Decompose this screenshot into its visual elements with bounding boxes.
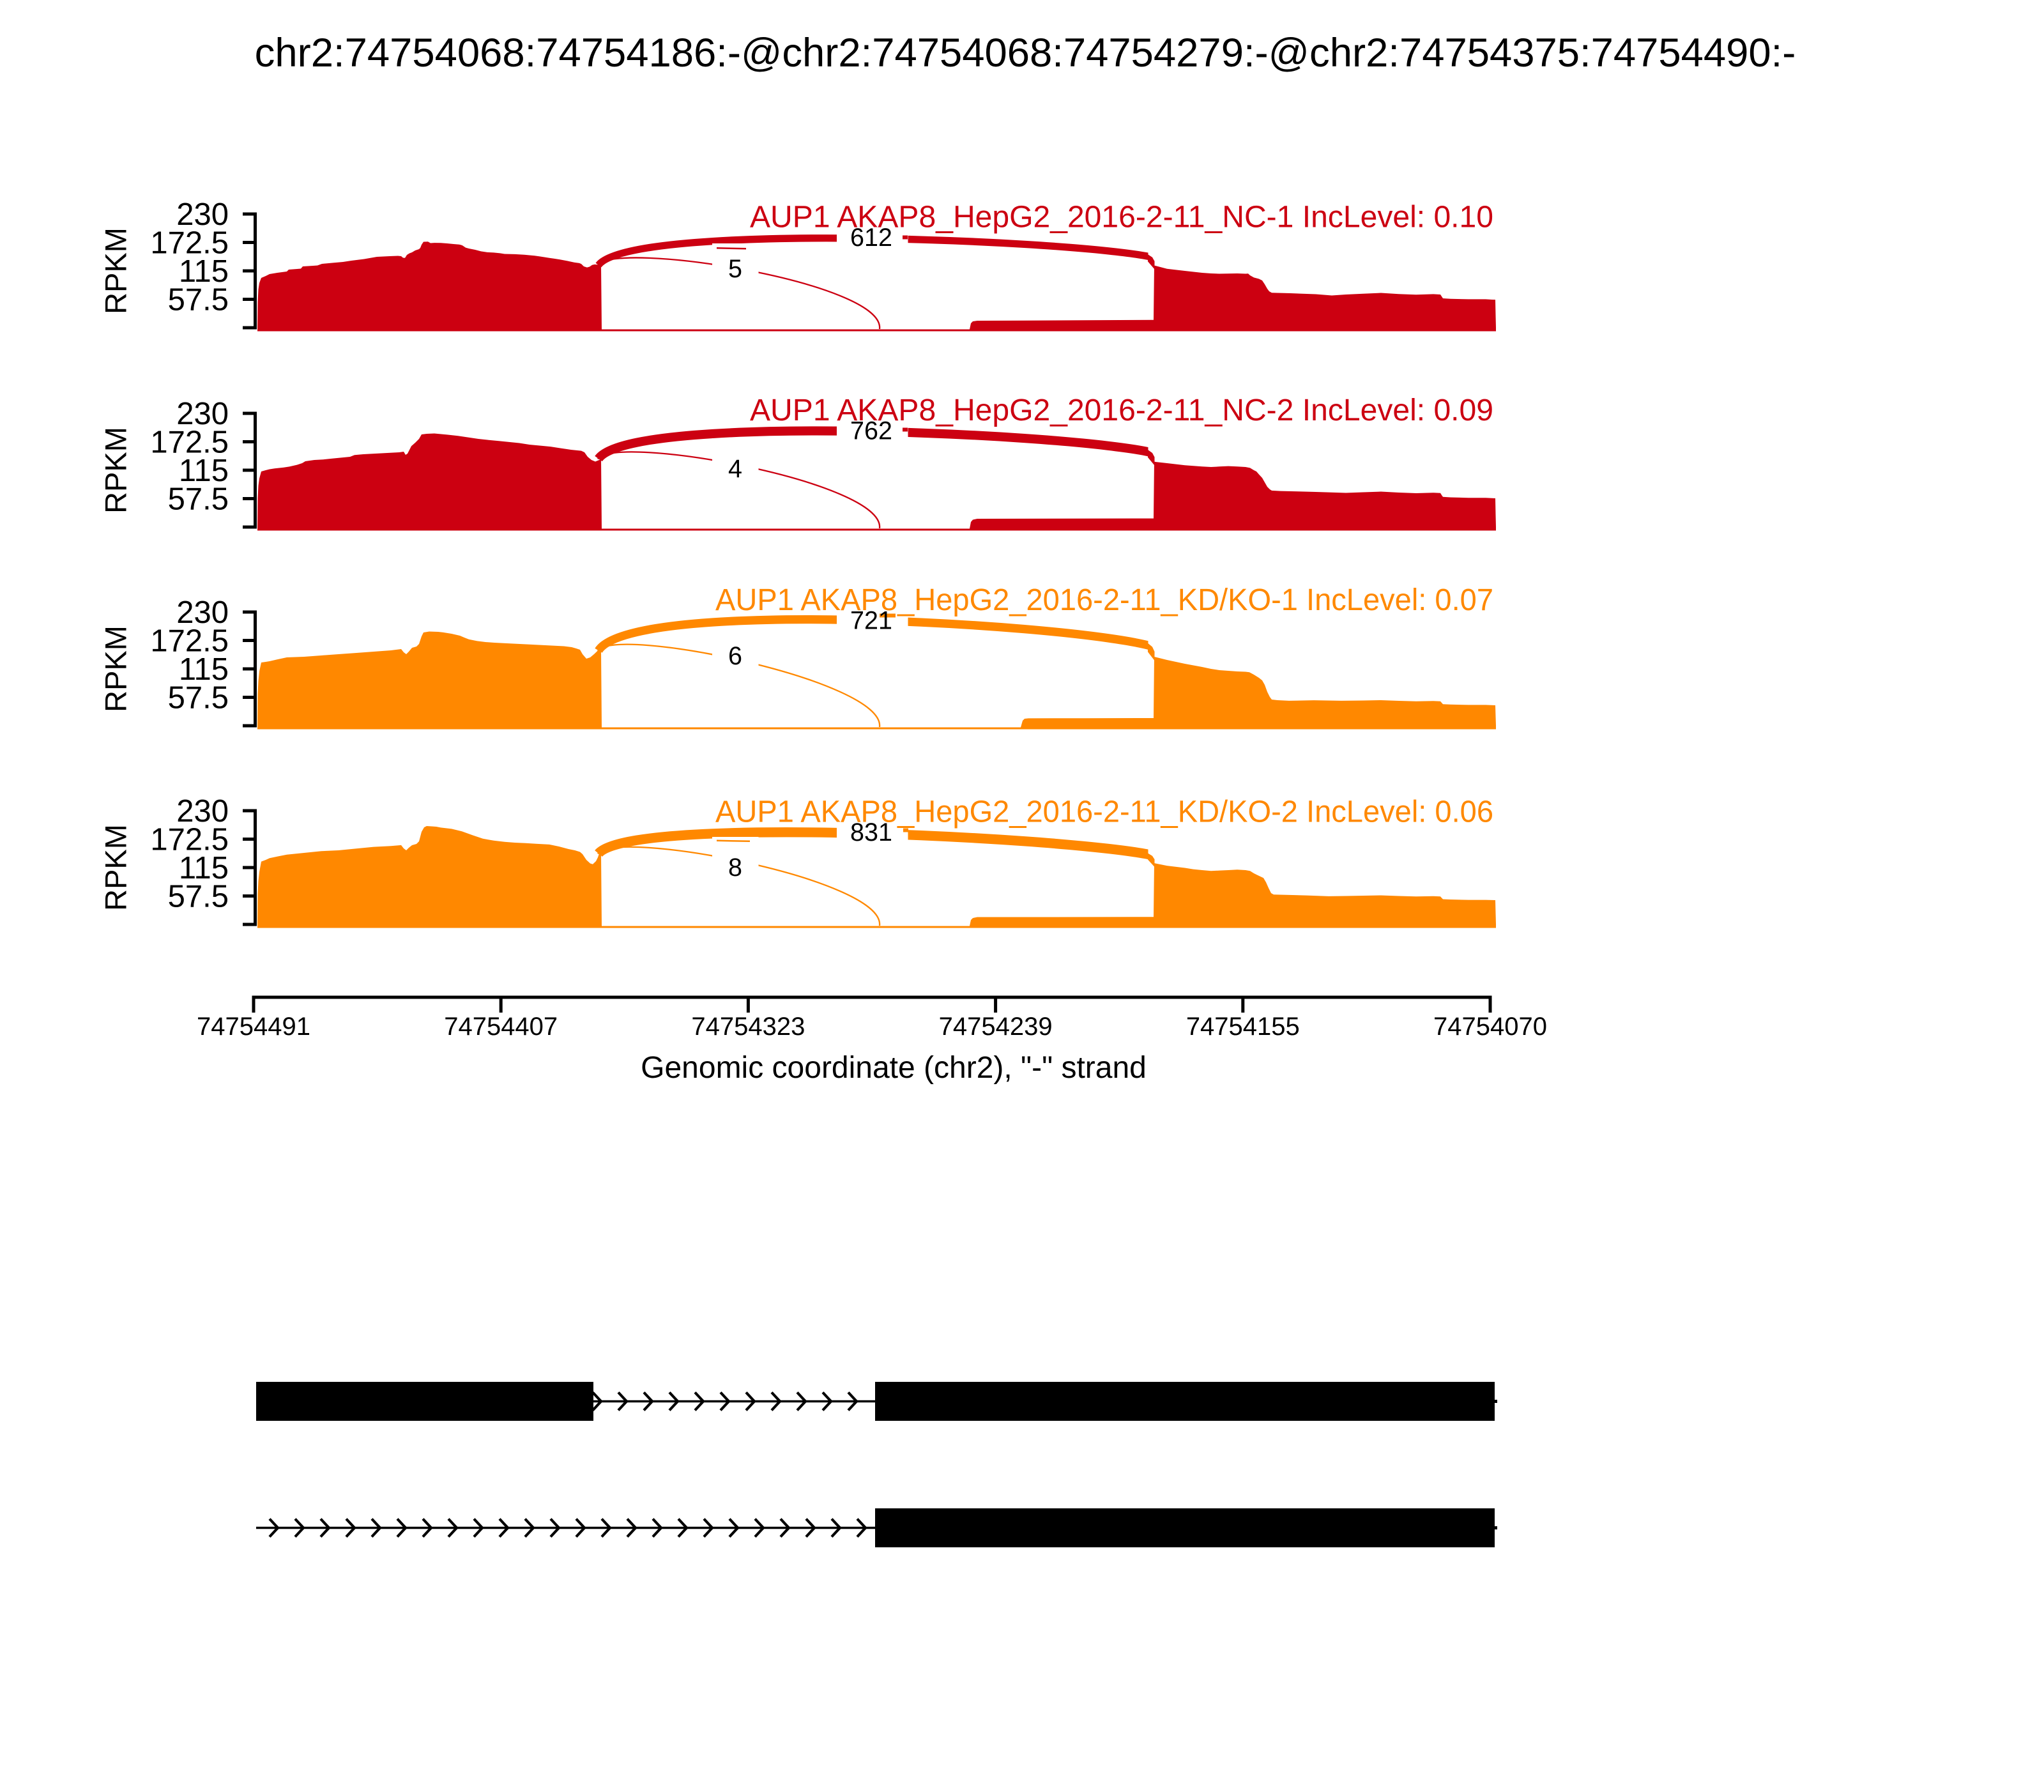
svg-text:74754070: 74754070 (1433, 1013, 1547, 1041)
svg-text:172.5: 172.5 (150, 624, 229, 659)
svg-text:172.5: 172.5 (150, 823, 229, 857)
svg-text:74754491: 74754491 (197, 1013, 310, 1041)
svg-text:230: 230 (176, 197, 229, 232)
svg-text:762: 762 (850, 417, 892, 445)
svg-text:230: 230 (176, 794, 229, 829)
svg-text:74754239: 74754239 (939, 1013, 1053, 1041)
svg-text:115: 115 (179, 652, 229, 687)
svg-text:74754407: 74754407 (444, 1013, 558, 1041)
svg-text:230: 230 (176, 595, 229, 630)
svg-text:57.5: 57.5 (168, 681, 229, 716)
svg-text:115: 115 (179, 454, 229, 488)
svg-text:5: 5 (728, 255, 742, 283)
svg-text:115: 115 (179, 254, 229, 289)
svg-text:4: 4 (728, 455, 742, 483)
svg-text:chr2:74754068:74754186:-@chr2:: chr2:74754068:74754186:-@chr2:74754068:7… (255, 31, 1796, 75)
svg-text:74754155: 74754155 (1186, 1013, 1300, 1041)
svg-text:74754323: 74754323 (691, 1013, 805, 1041)
svg-text:AUP1 AKAP8_HepG2_2016-2-11_KD/: AUP1 AKAP8_HepG2_2016-2-11_KD/KO-1 IncLe… (715, 583, 1493, 617)
svg-text:831: 831 (850, 818, 892, 846)
svg-text:612: 612 (850, 224, 892, 252)
svg-text:AUP1 AKAP8_HepG2_2016-2-11_KD/: AUP1 AKAP8_HepG2_2016-2-11_KD/KO-2 IncLe… (715, 795, 1493, 829)
svg-text:721: 721 (850, 607, 892, 635)
svg-text:6: 6 (728, 642, 742, 670)
svg-text:Genomic coordinate (chr2), "-": Genomic coordinate (chr2), "-" strand (641, 1051, 1147, 1085)
svg-text:RPKM: RPKM (98, 427, 132, 514)
svg-text:115: 115 (179, 851, 229, 885)
svg-text:RPKM: RPKM (98, 824, 132, 911)
svg-text:230: 230 (176, 397, 229, 431)
svg-text:57.5: 57.5 (168, 880, 229, 914)
svg-text:RPKM: RPKM (98, 227, 132, 314)
svg-text:172.5: 172.5 (150, 226, 229, 261)
svg-text:57.5: 57.5 (168, 283, 229, 318)
svg-text:AUP1 AKAP8_HepG2_2016-2-11_NC-: AUP1 AKAP8_HepG2_2016-2-11_NC-2 IncLevel… (750, 394, 1493, 427)
svg-text:8: 8 (728, 854, 742, 882)
svg-text:RPKM: RPKM (98, 625, 132, 712)
svg-text:172.5: 172.5 (150, 425, 229, 460)
svg-text:AUP1 AKAP8_HepG2_2016-2-11_NC-: AUP1 AKAP8_HepG2_2016-2-11_NC-1 IncLevel… (750, 200, 1493, 234)
svg-text:57.5: 57.5 (168, 482, 229, 517)
